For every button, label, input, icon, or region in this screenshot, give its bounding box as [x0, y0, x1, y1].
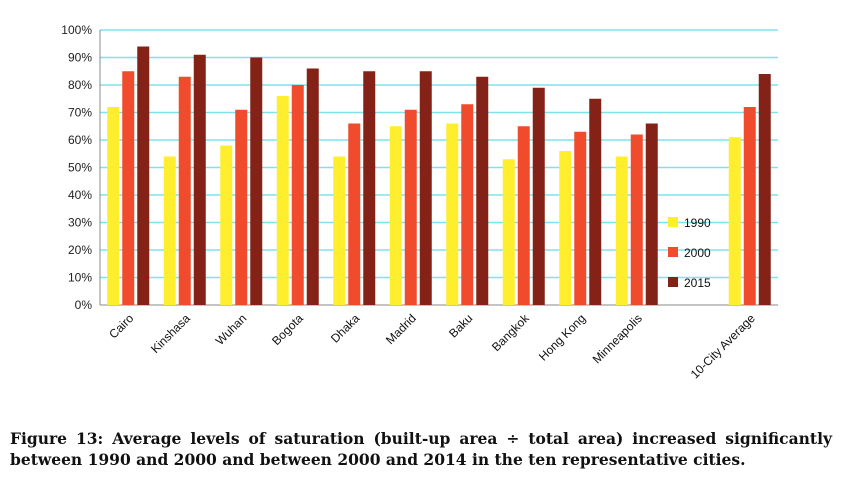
legend-swatch	[668, 277, 678, 287]
y-tick-label: 70%	[68, 106, 92, 120]
bar	[348, 123, 361, 305]
bar	[615, 156, 628, 305]
bar	[630, 134, 643, 305]
bar	[137, 46, 150, 305]
legend-swatch	[668, 217, 678, 227]
y-tick-label: 50%	[68, 161, 92, 175]
bar	[476, 76, 489, 305]
bar	[517, 126, 530, 305]
x-tick-label: Madrid	[383, 311, 419, 347]
bar	[574, 131, 587, 305]
bar	[559, 151, 572, 305]
bars	[107, 46, 771, 305]
legend-label: 1990	[684, 216, 711, 230]
bar	[122, 71, 135, 305]
bar	[758, 74, 771, 305]
y-axis: 0% 10% 20% 30% 40% 50% 60% 70% 80% 90% 100%	[61, 23, 778, 312]
bar	[589, 98, 602, 305]
x-axis-labels: Cairo Kinshasa Wuhan Bogota Dhaka Madrid Baku B…	[106, 311, 758, 382]
legend: 1990 2000 2015	[668, 216, 711, 290]
y-tick-label: 60%	[68, 133, 92, 147]
x-tick-label: Cairo	[106, 311, 136, 341]
bar	[306, 68, 319, 305]
y-tick-label: 80%	[68, 78, 92, 92]
gridlines	[100, 29, 778, 279]
bar	[235, 109, 248, 305]
x-tick-label: Kinshasa	[148, 311, 193, 356]
bar	[502, 159, 515, 305]
y-tick-label: 40%	[68, 188, 92, 202]
bar	[532, 87, 545, 305]
bar	[461, 104, 474, 305]
y-tick-label: 0%	[75, 298, 93, 312]
y-tick-label: 90%	[68, 51, 92, 65]
bar	[419, 71, 432, 305]
bar	[220, 145, 233, 305]
bar	[645, 123, 658, 305]
x-tick-label: 10-City Average	[688, 311, 758, 381]
y-tick-label: 20%	[68, 243, 92, 257]
bar	[389, 126, 402, 305]
bar	[250, 57, 263, 305]
y-tick-label: 100%	[61, 23, 92, 37]
y-tick-label: 30%	[68, 216, 92, 230]
legend-label: 2000	[684, 246, 711, 260]
bar	[107, 107, 120, 305]
x-tick-label: Hong Kong	[536, 311, 588, 363]
x-tick-label: Wuhan	[213, 311, 250, 348]
x-tick-label: Bogota	[269, 311, 306, 348]
x-tick-label: Dhaka	[328, 311, 363, 346]
figure-caption: Figure 13: Average levels of saturation …	[10, 429, 832, 469]
legend-swatch	[668, 247, 678, 257]
bar	[743, 107, 756, 305]
legend-label: 2015	[684, 276, 711, 290]
x-tick-label: Bangkok	[489, 311, 533, 355]
bar	[446, 123, 459, 305]
bar-chart: 0% 10% 20% 30% 40% 50% 60% 70% 80% 90% 100% Cairo K…	[61, 23, 778, 382]
x-tick-label: Baku	[446, 311, 475, 340]
x-tick-label: Minneapolis	[590, 311, 645, 366]
bar	[728, 137, 741, 305]
bar	[163, 156, 176, 305]
bar	[178, 76, 191, 305]
y-tick-label: 10%	[68, 271, 92, 285]
bar	[363, 71, 376, 305]
bar	[404, 109, 417, 305]
bar	[333, 156, 346, 305]
bar	[276, 96, 289, 305]
bar	[193, 54, 206, 305]
bar	[291, 85, 304, 305]
